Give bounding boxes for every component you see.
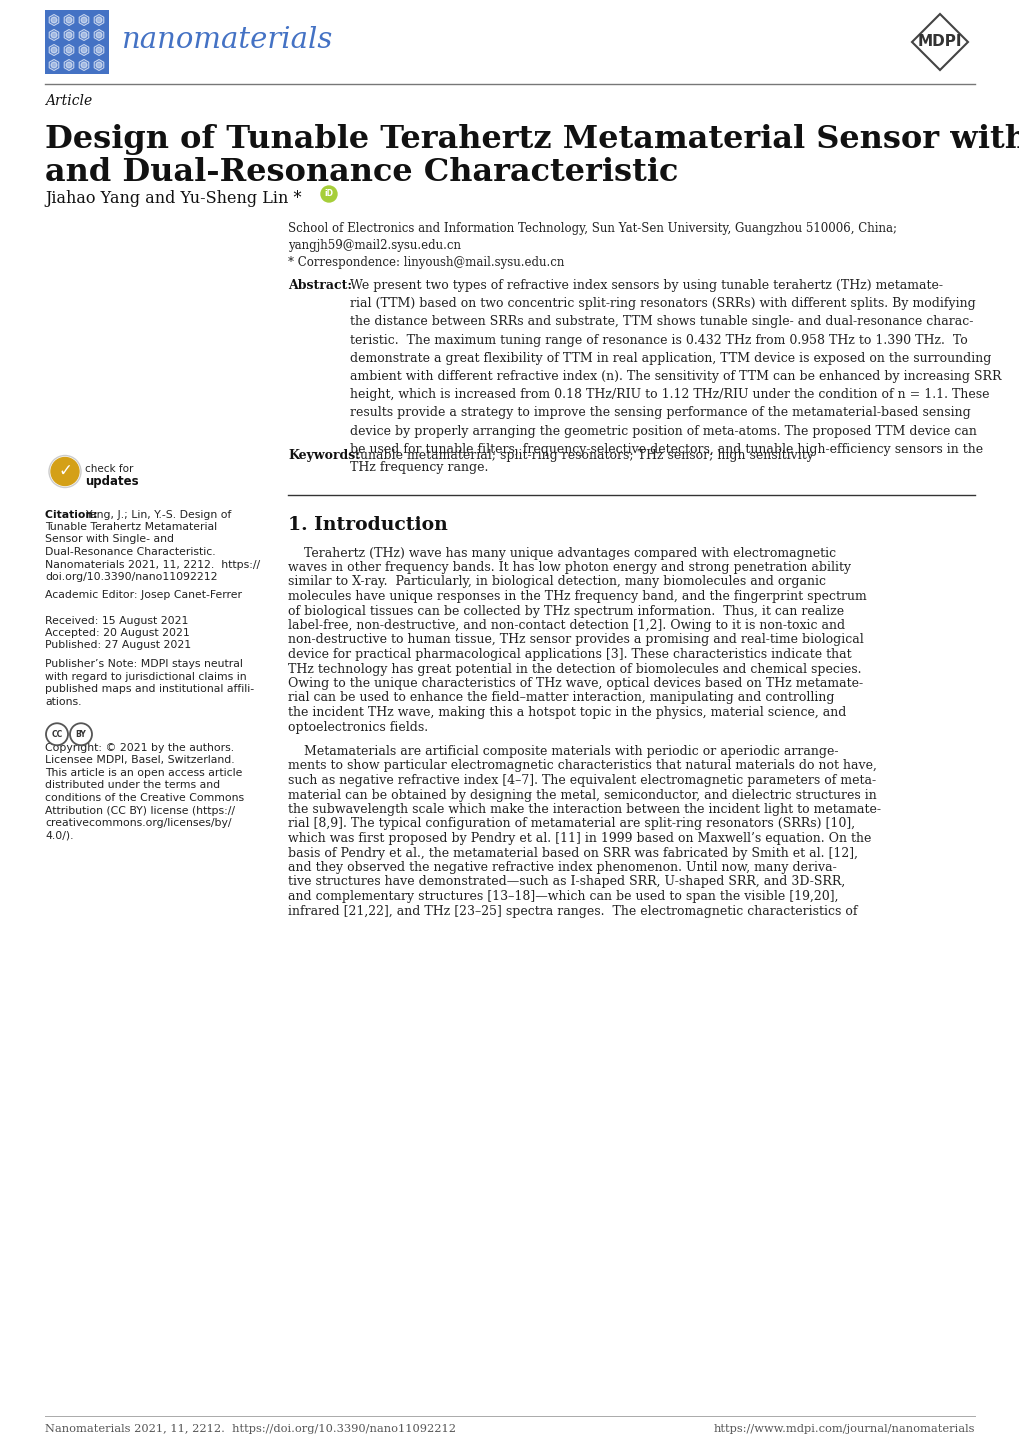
Text: School of Electronics and Information Technology, Sun Yat-Sen University, Guangz: School of Electronics and Information Te… bbox=[287, 222, 896, 235]
Text: Yang, J.; Lin, Y.-S. Design of: Yang, J.; Lin, Y.-S. Design of bbox=[85, 509, 231, 519]
Text: Keywords:: Keywords: bbox=[287, 450, 360, 463]
Text: Licensee MDPI, Basel, Switzerland.: Licensee MDPI, Basel, Switzerland. bbox=[45, 756, 234, 766]
Text: iD: iD bbox=[324, 189, 333, 199]
FancyBboxPatch shape bbox=[45, 10, 109, 74]
Circle shape bbox=[81, 62, 87, 68]
Text: Nanomaterials 2021, 11, 2212.  https://doi.org/10.3390/nano11092212: Nanomaterials 2021, 11, 2212. https://do… bbox=[45, 1425, 455, 1433]
Text: optoelectronics fields.: optoelectronics fields. bbox=[287, 721, 428, 734]
Text: and they observed the negative refractive index phenomenon. Until now, many deri: and they observed the negative refractiv… bbox=[287, 861, 836, 874]
Circle shape bbox=[81, 32, 87, 37]
Circle shape bbox=[96, 32, 102, 37]
Text: https://www.mdpi.com/journal/nanomaterials: https://www.mdpi.com/journal/nanomateria… bbox=[713, 1425, 974, 1433]
Text: and complementary structures [13–18]—which can be used to span the visible [19,2: and complementary structures [13–18]—whi… bbox=[287, 890, 838, 903]
Text: THz technology has great potential in the detection of biomolecules and chemical: THz technology has great potential in th… bbox=[287, 662, 861, 675]
Circle shape bbox=[51, 457, 78, 486]
Text: Publisher’s Note: MDPI stays neutral: Publisher’s Note: MDPI stays neutral bbox=[45, 659, 243, 669]
Text: distributed under the terms and: distributed under the terms and bbox=[45, 780, 220, 790]
Circle shape bbox=[70, 724, 92, 746]
Circle shape bbox=[81, 48, 87, 53]
Circle shape bbox=[51, 17, 57, 23]
Text: Abstract:: Abstract: bbox=[287, 278, 352, 291]
Text: CC: CC bbox=[51, 730, 62, 738]
Text: Terahertz (THz) wave has many unique advantages compared with electromagnetic: Terahertz (THz) wave has many unique adv… bbox=[287, 547, 836, 559]
Text: of biological tissues can be collected by THz spectrum information.  Thus, it ca: of biological tissues can be collected b… bbox=[287, 604, 844, 617]
Circle shape bbox=[66, 32, 72, 37]
Text: 1. Introduction: 1. Introduction bbox=[287, 516, 447, 535]
Text: Dual-Resonance Characteristic.: Dual-Resonance Characteristic. bbox=[45, 547, 215, 557]
Circle shape bbox=[66, 48, 72, 53]
Circle shape bbox=[51, 32, 57, 37]
Circle shape bbox=[66, 62, 72, 68]
Text: molecules have unique responses in the THz frequency band, and the fingerprint s: molecules have unique responses in the T… bbox=[287, 590, 866, 603]
Circle shape bbox=[96, 17, 102, 23]
Polygon shape bbox=[911, 14, 967, 71]
Circle shape bbox=[51, 62, 57, 68]
Circle shape bbox=[46, 724, 68, 746]
Text: label-free, non-destructive, and non-contact detection [1,2]. Owing to it is non: label-free, non-destructive, and non-con… bbox=[287, 619, 845, 632]
Text: tunable metamaterial; split-ring resonators; THz sensor; high sensitivity: tunable metamaterial; split-ring resonat… bbox=[355, 450, 813, 463]
Text: yangjh59@mail2.sysu.edu.cn: yangjh59@mail2.sysu.edu.cn bbox=[287, 239, 461, 252]
Text: 4.0/).: 4.0/). bbox=[45, 831, 73, 841]
Circle shape bbox=[81, 17, 87, 23]
Text: and Dual-Resonance Characteristic: and Dual-Resonance Characteristic bbox=[45, 157, 678, 187]
Text: similar to X-ray.  Particularly, in biological detection, many biomolecules and : similar to X-ray. Particularly, in biolo… bbox=[287, 575, 825, 588]
Circle shape bbox=[96, 62, 102, 68]
Text: published maps and institutional affili-: published maps and institutional affili- bbox=[45, 685, 254, 694]
Text: Jiahao Yang and Yu-Sheng Lin *: Jiahao Yang and Yu-Sheng Lin * bbox=[45, 190, 302, 208]
Text: creativecommons.org/licenses/by/: creativecommons.org/licenses/by/ bbox=[45, 818, 231, 828]
Text: conditions of the Creative Commons: conditions of the Creative Commons bbox=[45, 793, 244, 803]
Text: check for: check for bbox=[85, 463, 133, 473]
Text: the incident THz wave, making this a hotspot topic in the physics, material scie: the incident THz wave, making this a hot… bbox=[287, 707, 846, 720]
Text: ✓: ✓ bbox=[58, 461, 72, 480]
Text: Tunable Terahertz Metamaterial: Tunable Terahertz Metamaterial bbox=[45, 522, 217, 532]
Circle shape bbox=[49, 456, 81, 487]
Text: Nanomaterials 2021, 11, 2212.  https://: Nanomaterials 2021, 11, 2212. https:// bbox=[45, 559, 260, 570]
Text: Article: Article bbox=[45, 94, 92, 108]
Text: updates: updates bbox=[85, 474, 139, 487]
Text: with regard to jurisdictional claims in: with regard to jurisdictional claims in bbox=[45, 672, 247, 682]
Text: Received: 15 August 2021: Received: 15 August 2021 bbox=[45, 616, 189, 626]
Text: This article is an open access article: This article is an open access article bbox=[45, 769, 243, 779]
Text: the subwavelength scale which make the interaction between the incident light to: the subwavelength scale which make the i… bbox=[287, 803, 880, 816]
Text: waves in other frequency bands. It has low photon energy and strong penetration : waves in other frequency bands. It has l… bbox=[287, 561, 850, 574]
Text: which was first proposed by Pendry et al. [11] in 1999 based on Maxwell’s equati: which was first proposed by Pendry et al… bbox=[287, 832, 870, 845]
Circle shape bbox=[96, 48, 102, 53]
Text: ments to show particular electromagnetic characteristics that natural materials : ments to show particular electromagnetic… bbox=[287, 760, 876, 773]
Text: rial [8,9]. The typical configuration of metamaterial are split-ring resonators : rial [8,9]. The typical configuration of… bbox=[287, 818, 854, 831]
Text: Design of Tunable Terahertz Metamaterial Sensor with Single-: Design of Tunable Terahertz Metamaterial… bbox=[45, 124, 1019, 154]
Text: device for practical pharmacological applications [3]. These characteristics ind: device for practical pharmacological app… bbox=[287, 647, 851, 660]
Circle shape bbox=[66, 17, 72, 23]
Text: Academic Editor: Josep Canet-Ferrer: Academic Editor: Josep Canet-Ferrer bbox=[45, 591, 242, 600]
Text: ations.: ations. bbox=[45, 696, 82, 707]
Text: nanomaterials: nanomaterials bbox=[122, 26, 333, 53]
Text: Citation:: Citation: bbox=[45, 509, 101, 519]
Text: rial can be used to enhance the field–matter interaction, manipulating and contr: rial can be used to enhance the field–ma… bbox=[287, 692, 834, 705]
Text: BY: BY bbox=[75, 730, 87, 738]
Text: * Correspondence: linyoush@mail.sysu.edu.cn: * Correspondence: linyoush@mail.sysu.edu… bbox=[287, 257, 564, 270]
Text: basis of Pendry et al., the metamaterial based on SRR was fabricated by Smith et: basis of Pendry et al., the metamaterial… bbox=[287, 846, 857, 859]
Text: doi.org/10.3390/nano11092212: doi.org/10.3390/nano11092212 bbox=[45, 572, 217, 583]
Text: non-destructive to human tissue, THz sensor provides a promising and real-time b: non-destructive to human tissue, THz sen… bbox=[287, 633, 863, 646]
Text: such as negative refractive index [4–7]. The equivalent electromagnetic paramete: such as negative refractive index [4–7].… bbox=[287, 774, 875, 787]
Circle shape bbox=[51, 48, 57, 53]
Text: Attribution (CC BY) license (https://: Attribution (CC BY) license (https:// bbox=[45, 806, 234, 816]
Text: Sensor with Single- and: Sensor with Single- and bbox=[45, 535, 174, 545]
Text: Metamaterials are artificial composite materials with periodic or aperiodic arra: Metamaterials are artificial composite m… bbox=[287, 746, 838, 758]
Text: Published: 27 August 2021: Published: 27 August 2021 bbox=[45, 640, 191, 650]
Text: We present two types of refractive index sensors by using tunable terahertz (THz: We present two types of refractive index… bbox=[350, 278, 1001, 474]
Text: tive structures have demonstrated—such as I-shaped SRR, U-shaped SRR, and 3D-SRR: tive structures have demonstrated—such a… bbox=[287, 875, 845, 888]
Circle shape bbox=[321, 186, 336, 202]
Text: Owing to the unique characteristics of THz wave, optical devices based on THz me: Owing to the unique characteristics of T… bbox=[287, 676, 862, 691]
Text: infrared [21,22], and THz [23–25] spectra ranges.  The electromagnetic character: infrared [21,22], and THz [23–25] spectr… bbox=[287, 904, 857, 917]
Text: Copyright: © 2021 by the authors.: Copyright: © 2021 by the authors. bbox=[45, 743, 234, 753]
Text: material can be obtained by designing the metal, semiconductor, and dielectric s: material can be obtained by designing th… bbox=[287, 789, 876, 802]
Text: Accepted: 20 August 2021: Accepted: 20 August 2021 bbox=[45, 629, 190, 637]
Text: MDPI: MDPI bbox=[917, 35, 961, 49]
